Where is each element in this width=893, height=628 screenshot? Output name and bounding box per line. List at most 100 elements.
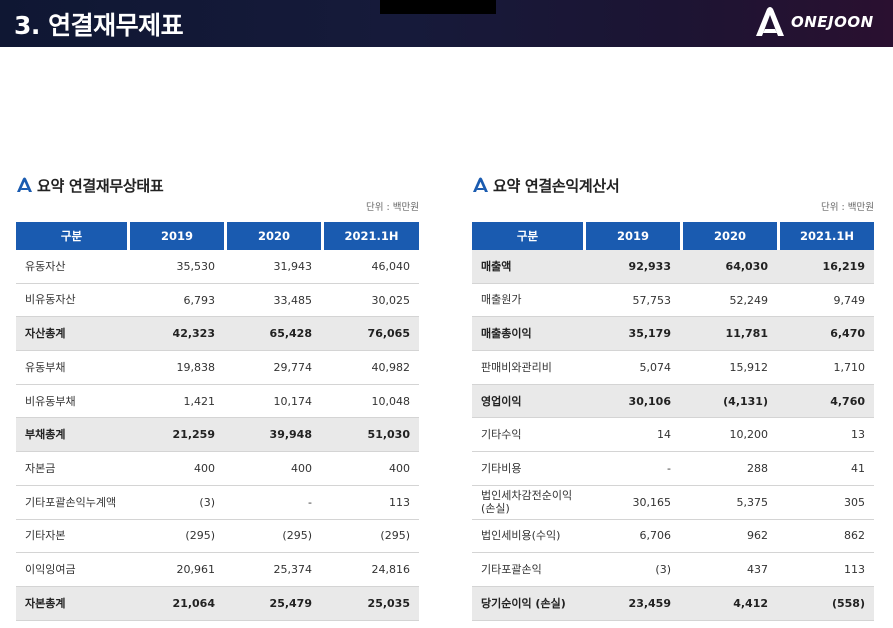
table-cell: 35,179 <box>583 317 680 352</box>
column-header: 2020 <box>224 222 321 250</box>
column-header: 2021.1H <box>777 222 874 250</box>
income-statement-title: 요약 연결손익계산서 <box>493 176 620 195</box>
table-cell: 64,030 <box>680 250 777 284</box>
table-row: 비유동자산 6,793 33,485 30,025 <box>16 284 419 318</box>
row-label: 자산총계 <box>16 317 127 352</box>
income-statement-heading: 요약 연결손익계산서 <box>472 175 874 195</box>
table-cell: 21,064 <box>127 586 224 621</box>
column-header: 2019 <box>127 222 224 250</box>
table-row: 자산총계 42,323 65,428 76,065 <box>16 317 419 352</box>
table-cell: 52,249 <box>680 284 777 318</box>
balance-sheet-title: 요약 연결재무상태표 <box>37 176 164 195</box>
table-cell: 288 <box>680 452 777 486</box>
table-cell: 92,933 <box>583 250 680 284</box>
table-row: 판매비와관리비 5,074 15,912 1,710 <box>472 351 874 385</box>
balance-sheet-section: 요약 연결재무상태표 단위 : 백만원 구분 2019 2020 2021.1H 유동… <box>16 175 419 621</box>
table-cell: 25,035 <box>321 586 419 621</box>
table-cell: 29,774 <box>224 351 321 385</box>
table-cell: 113 <box>321 486 419 520</box>
table-row: 이익잉여금 20,961 25,374 24,816 <box>16 553 419 587</box>
table-cell: 400 <box>321 452 419 486</box>
table-cell: 9,749 <box>777 284 874 318</box>
table-row: 영업이익 30,106 (4,131) 4,760 <box>472 384 874 419</box>
table-cell: 21,259 <box>127 418 224 453</box>
row-label: 자본금 <box>16 452 127 486</box>
table-cell: 6,706 <box>583 520 680 554</box>
column-header: 2019 <box>583 222 680 250</box>
logo-text: ONEJOON <box>791 13 874 31</box>
income-statement-table: 구분 2019 2020 2021.1H 매출액 92,933 64,030 16,219 매… <box>472 222 874 621</box>
table-cell: 305 <box>777 486 874 520</box>
header-bar: 3. 연결재무제표 ONEJOON <box>0 0 893 47</box>
table-cell: 5,375 <box>680 486 777 520</box>
table-cell: 5,074 <box>583 351 680 385</box>
table-cell: 30,106 <box>583 384 680 419</box>
table-header-row: 구분 2019 2020 2021.1H <box>472 222 874 250</box>
column-header: 구분 <box>16 222 127 250</box>
row-label: 유동부채 <box>16 351 127 385</box>
table-cell: (3) <box>583 553 680 587</box>
table-row: 매출액 92,933 64,030 16,219 <box>472 250 874 284</box>
header-dark-tab <box>380 0 496 14</box>
row-label: 기타수익 <box>472 418 583 453</box>
table-row: 부채총계 21,259 39,948 51,030 <box>16 418 419 453</box>
table-cell: 25,479 <box>224 586 321 621</box>
row-label: 매출액 <box>472 250 583 284</box>
balance-sheet-heading: 요약 연결재무상태표 <box>16 175 419 195</box>
table-cell: 46,040 <box>321 250 419 284</box>
table-cell: 40,982 <box>321 351 419 385</box>
table-cell: 962 <box>680 520 777 554</box>
row-label: 매출원가 <box>472 284 583 318</box>
table-row: 비유동부채 1,421 10,174 10,048 <box>16 385 419 419</box>
table-cell: 41 <box>777 452 874 486</box>
brand-a-icon <box>473 177 488 192</box>
row-label: 법인세비용(수익) <box>472 520 583 554</box>
table-row: 기타자본 (295) (295) (295) <box>16 520 419 554</box>
row-label: 법인세차감전순이익 (손실) <box>472 486 583 520</box>
table-row: 기타비용 -288 41 <box>472 452 874 486</box>
row-label: 판매비와관리비 <box>472 351 583 385</box>
table-header-row: 구분 2019 2020 2021.1H <box>16 222 419 250</box>
table-cell: 1,421 <box>127 385 224 419</box>
page-title: 3. 연결재무제표 <box>14 11 184 40</box>
table-cell: 10,048 <box>321 385 419 419</box>
row-label: 비유동자산 <box>16 284 127 318</box>
table-cell: 11,781 <box>680 317 777 352</box>
table-cell: 20,961 <box>127 553 224 587</box>
table-row: 기타수익 14 10,200 13 <box>472 418 874 453</box>
table-row: 기타포괄손익 (3) 437 113 <box>472 553 874 587</box>
brand-a-icon <box>17 177 32 192</box>
row-label: 영업이익 <box>472 384 583 419</box>
table-cell: 23,459 <box>583 586 680 621</box>
row-label: 비유동부채 <box>16 385 127 419</box>
row-label: 부채총계 <box>16 418 127 453</box>
table-cell: 10,174 <box>224 385 321 419</box>
table-cell: - <box>583 452 680 486</box>
table-cell: 400 <box>127 452 224 486</box>
row-label: 유동자산 <box>16 250 127 284</box>
table-cell: 6,470 <box>777 317 874 352</box>
table-cell: (295) <box>127 520 224 554</box>
column-header: 구분 <box>472 222 583 250</box>
table-cell: 113 <box>777 553 874 587</box>
table-row: 법인세차감전순이익 (손실) 30,165 5,375 305 <box>472 486 874 520</box>
table-cell: 33,485 <box>224 284 321 318</box>
table-cell: 862 <box>777 520 874 554</box>
table-row: 매출원가 57,753 52,249 9,749 <box>472 284 874 318</box>
table-cell: 25,374 <box>224 553 321 587</box>
column-header: 2020 <box>680 222 777 250</box>
table-row: 자본총계 21,064 25,479 25,035 <box>16 586 419 621</box>
table-cell: 15,912 <box>680 351 777 385</box>
logo-a-icon <box>756 7 784 36</box>
row-label: 당기순이익 (손실) <box>472 586 583 621</box>
table-cell: 6,793 <box>127 284 224 318</box>
table-cell: 4,760 <box>777 384 874 419</box>
table-cell: 437 <box>680 553 777 587</box>
table-cell: 31,943 <box>224 250 321 284</box>
table-cell: (558) <box>777 586 874 621</box>
income-statement-unit: 단위 : 백만원 <box>821 202 874 213</box>
table-row: 기타포괄손익누계액 (3) -113 <box>16 486 419 520</box>
income-statement-section: 요약 연결손익계산서 단위 : 백만원 구분 2019 2020 2021.1H 매출… <box>472 175 874 621</box>
table-cell: 4,412 <box>680 586 777 621</box>
row-label: 기타비용 <box>472 452 583 486</box>
